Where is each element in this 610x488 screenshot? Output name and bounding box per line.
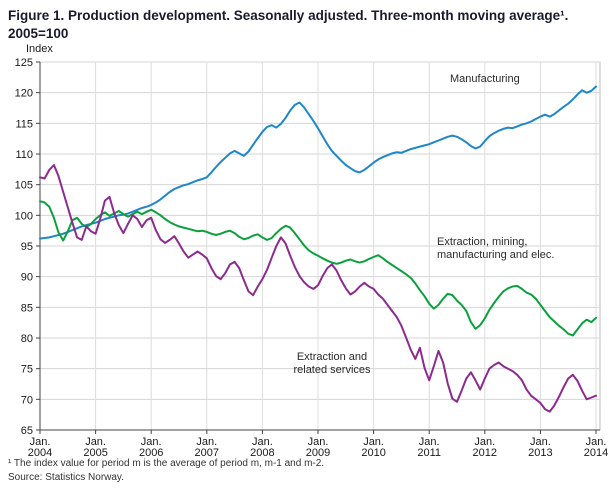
y-axis-tick-label: 120 bbox=[15, 88, 33, 100]
series-label-manufacturing: Manufacturing bbox=[450, 73, 520, 85]
series-line-manufacturing bbox=[39, 85, 597, 240]
x-axis-tick-year: 2012 bbox=[473, 447, 497, 456]
x-axis-tick-month: Jan. bbox=[586, 436, 607, 448]
series-label-extraction-and-related-services: Extraction and bbox=[297, 351, 367, 363]
series-label-extraction-and-related-services: related services bbox=[293, 364, 371, 376]
y-axis-tick-label: 80 bbox=[21, 333, 33, 345]
series-line-extraction-mining-manufacturing-and-elec bbox=[39, 200, 597, 337]
y-axis-tick-label: 75 bbox=[21, 364, 33, 376]
x-axis-tick-month: Jan. bbox=[196, 436, 217, 448]
x-axis-tick-month: Jan. bbox=[141, 436, 162, 448]
y-axis-title: Index bbox=[26, 43, 53, 55]
x-axis-tick-year: 2009 bbox=[306, 447, 330, 456]
x-axis-tick-year: 2008 bbox=[250, 447, 274, 456]
x-axis-tick-year: 2006 bbox=[139, 447, 163, 456]
footnote-text: ¹ The index value for period m is the av… bbox=[8, 458, 325, 470]
y-axis-tick-label: 100 bbox=[15, 210, 33, 222]
x-axis-tick-year: 2014 bbox=[584, 447, 608, 456]
x-axis-tick-month: Jan. bbox=[474, 436, 495, 448]
y-axis-tick-label: 65 bbox=[21, 425, 33, 437]
x-axis-tick-year: 2011 bbox=[417, 447, 441, 456]
x-axis-tick-month: Jan. bbox=[419, 436, 440, 448]
y-axis-tick-label: 70 bbox=[21, 394, 33, 406]
x-axis-tick-year: 2004 bbox=[28, 447, 52, 456]
x-axis-tick-year: 2005 bbox=[83, 447, 107, 456]
footnote-block: ¹ The index value for period m is the av… bbox=[0, 456, 610, 484]
y-axis-tick-label: 95 bbox=[21, 241, 33, 253]
x-axis-tick-month: Jan. bbox=[85, 436, 106, 448]
y-axis-tick-label: 110 bbox=[15, 149, 33, 161]
x-axis-tick-year: 2007 bbox=[195, 447, 219, 456]
figure-title: Figure 1. Production development. Season… bbox=[8, 8, 569, 41]
series-line-extraction-and-related-services bbox=[39, 164, 597, 413]
source-text: Source: Statistics Norway. bbox=[8, 471, 124, 483]
x-axis-tick-year: 2013 bbox=[528, 447, 552, 456]
y-axis-tick-label: 125 bbox=[15, 57, 33, 69]
production-development-chart: 65707580859095100105110115120125Jan.2004… bbox=[15, 43, 609, 456]
y-axis-tick-label: 105 bbox=[15, 180, 33, 192]
x-axis-tick-month: Jan. bbox=[308, 436, 329, 448]
y-axis-tick-label: 115 bbox=[15, 118, 33, 130]
x-axis-tick-month: Jan. bbox=[530, 436, 551, 448]
x-axis-tick-month: Jan. bbox=[252, 436, 273, 448]
series-label-extraction-mining-manufacturing-and-elec: manufacturing and elec. bbox=[437, 249, 554, 261]
x-axis-tick-year: 2010 bbox=[361, 447, 385, 456]
y-axis-tick-label: 85 bbox=[21, 302, 33, 314]
y-axis-tick-label: 90 bbox=[21, 272, 33, 284]
x-axis-tick-month: Jan. bbox=[30, 436, 51, 448]
series-label-extraction-mining-manufacturing-and-elec: Extraction, mining, bbox=[437, 236, 527, 248]
x-axis-tick-month: Jan. bbox=[363, 436, 384, 448]
